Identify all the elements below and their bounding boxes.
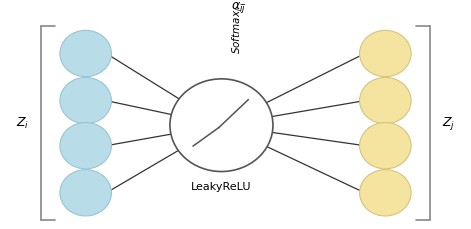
Ellipse shape (60, 170, 112, 216)
Ellipse shape (170, 79, 273, 172)
Ellipse shape (359, 170, 411, 216)
Text: $Z_i$: $Z_i$ (16, 116, 29, 131)
Ellipse shape (359, 77, 411, 124)
Ellipse shape (359, 123, 411, 169)
Ellipse shape (60, 123, 112, 169)
Text: $Softmax_j$: $Softmax_j$ (231, 7, 245, 54)
Text: $\alpha_{\bar{\imath}\bar{\jmath}}$: $\alpha_{\bar{\imath}\bar{\jmath}}$ (231, 0, 247, 15)
Ellipse shape (359, 30, 411, 77)
Text: LeakyReLU: LeakyReLU (191, 182, 252, 192)
Ellipse shape (60, 30, 112, 77)
Ellipse shape (60, 77, 112, 124)
Text: $Z_j$: $Z_j$ (442, 115, 455, 132)
